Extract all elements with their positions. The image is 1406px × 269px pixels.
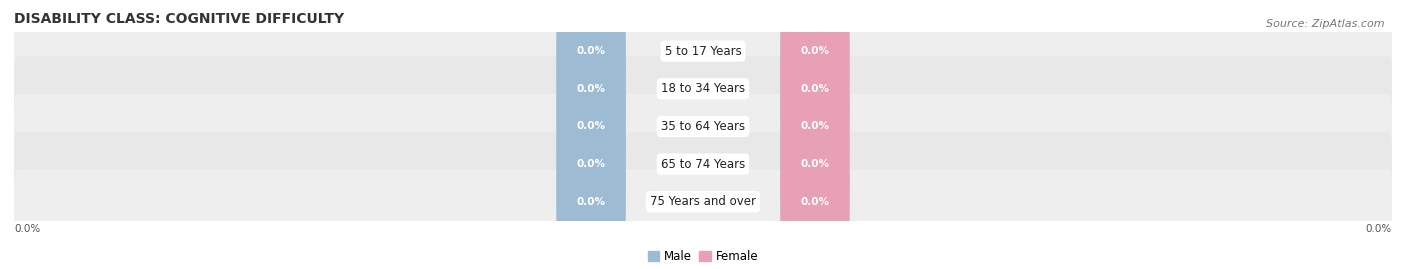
Text: 65 to 74 Years: 65 to 74 Years xyxy=(661,158,745,171)
Text: 0.0%: 0.0% xyxy=(800,197,830,207)
FancyBboxPatch shape xyxy=(780,86,849,167)
FancyBboxPatch shape xyxy=(557,123,626,205)
FancyBboxPatch shape xyxy=(780,10,849,92)
FancyBboxPatch shape xyxy=(780,161,849,242)
Text: 0.0%: 0.0% xyxy=(576,121,606,132)
Text: 5 to 17 Years: 5 to 17 Years xyxy=(665,45,741,58)
Text: Source: ZipAtlas.com: Source: ZipAtlas.com xyxy=(1267,19,1385,29)
Text: 35 to 64 Years: 35 to 64 Years xyxy=(661,120,745,133)
FancyBboxPatch shape xyxy=(557,161,626,242)
Text: 18 to 34 Years: 18 to 34 Years xyxy=(661,82,745,95)
Text: 0.0%: 0.0% xyxy=(576,159,606,169)
FancyBboxPatch shape xyxy=(14,169,1392,234)
FancyBboxPatch shape xyxy=(14,132,1392,196)
FancyBboxPatch shape xyxy=(14,19,1392,83)
Text: DISABILITY CLASS: COGNITIVE DIFFICULTY: DISABILITY CLASS: COGNITIVE DIFFICULTY xyxy=(14,12,344,26)
FancyBboxPatch shape xyxy=(14,56,1392,121)
Text: 0.0%: 0.0% xyxy=(800,84,830,94)
Text: 0.0%: 0.0% xyxy=(800,121,830,132)
Text: 0.0%: 0.0% xyxy=(1365,224,1392,233)
FancyBboxPatch shape xyxy=(14,94,1392,159)
Text: 75 Years and over: 75 Years and over xyxy=(650,195,756,208)
Legend: Male, Female: Male, Female xyxy=(643,245,763,267)
Text: 0.0%: 0.0% xyxy=(800,46,830,56)
Text: 0.0%: 0.0% xyxy=(14,224,41,233)
Text: 0.0%: 0.0% xyxy=(800,159,830,169)
FancyBboxPatch shape xyxy=(557,48,626,129)
Text: 0.0%: 0.0% xyxy=(576,197,606,207)
FancyBboxPatch shape xyxy=(780,123,849,205)
FancyBboxPatch shape xyxy=(557,86,626,167)
Text: 0.0%: 0.0% xyxy=(576,46,606,56)
FancyBboxPatch shape xyxy=(780,48,849,129)
Text: 0.0%: 0.0% xyxy=(576,84,606,94)
FancyBboxPatch shape xyxy=(557,10,626,92)
